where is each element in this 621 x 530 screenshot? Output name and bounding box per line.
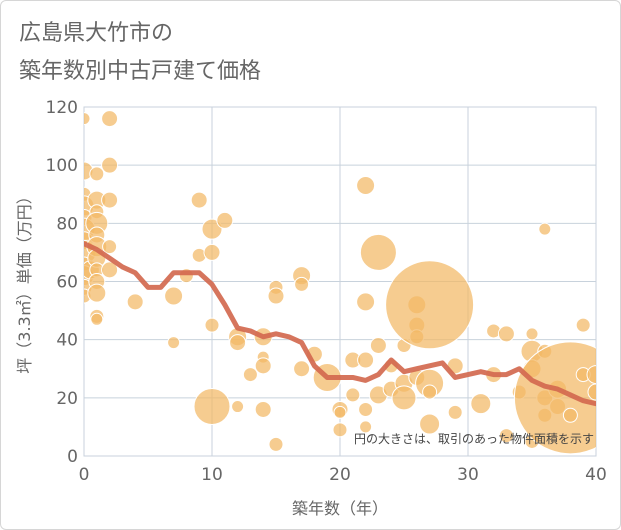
bubble-point [356,176,376,196]
bubble-point [201,218,223,240]
y-axis-title: 坪（3.3㎡）単価（万円） [15,188,34,373]
bubble-point [332,422,348,438]
bubble-point [562,407,578,423]
y-tick-label: 20 [56,389,78,409]
bubble-point [422,384,438,400]
bubble-point [586,365,596,385]
bubble-point [242,367,258,383]
y-tick-label: 100 [46,156,78,176]
bubble-point [345,387,361,403]
bubble-point [369,336,387,354]
bubble-point [385,260,475,350]
bubble-point [90,312,104,326]
bubble-point [587,383,596,401]
size-note: 円の大きさは、取引のあった物件面積を示す [354,431,594,446]
chart-title-line-2: 築年数別中古戸建て価格 [19,59,262,84]
bubble-point [538,222,552,236]
bubble-point [190,191,208,209]
bubble-point [101,110,119,128]
bubble-point [268,436,284,452]
bubble-point [525,327,539,341]
bubble-point [216,211,234,229]
bubble-point [447,404,463,420]
bubble-point [101,191,119,209]
bubble-point [359,420,373,434]
bubble-point [294,276,310,292]
bubble-point [229,334,247,352]
average-line-series [84,241,596,407]
bubble-series [84,110,596,455]
x-tick-label: 10 [201,465,223,485]
bubble-point [358,401,374,417]
bubble-point [102,239,118,255]
chart-title-line-1: 広島県大竹市の [19,21,174,46]
bubble-point [267,287,285,305]
bubble-point [204,317,220,333]
x-tick-label: 20 [329,465,351,485]
bubble-point [164,286,184,306]
bubble-point [497,325,515,343]
bubble-point [231,400,245,414]
bubble-point [254,400,272,418]
axis-ticks: 0 10 20 30 40 0 20 40 60 80 100 120 [46,98,607,485]
bubble-point [293,360,311,378]
x-tick-label: 30 [457,465,479,485]
bubble-point [357,351,375,369]
y-tick-label: 80 [56,214,78,234]
y-tick-label: 40 [56,331,78,351]
x-tick-label: 40 [585,465,607,485]
bubble-point [359,233,397,271]
y-tick-label: 120 [46,98,78,118]
bubble-point [419,413,441,435]
y-tick-label: 60 [56,273,78,293]
bubble-point [333,405,347,419]
bubble-point [470,393,492,415]
y-tick-label: 0 [67,447,78,467]
bubble-point [101,261,119,279]
bubble-point [391,385,417,411]
bubble-point [498,428,514,444]
bubble-point [84,112,91,126]
bubble-point [254,357,272,375]
bubble-point [575,317,591,333]
bubble-point [203,243,221,261]
chart-title: 広島県大竹市の 築年数別中古戸建て価格 [19,15,261,91]
bubble-point [356,292,376,312]
bubble-point [167,336,181,350]
bubble-point [193,388,231,426]
bubble-point [101,156,119,174]
bubble-point [89,166,105,182]
bubble-point [87,283,107,303]
bubble-point [126,293,144,311]
x-tick-label: 0 [79,465,90,485]
average-line [84,241,596,407]
x-axis-title: 築年数（年） [292,499,388,518]
bubble-point [513,341,596,455]
